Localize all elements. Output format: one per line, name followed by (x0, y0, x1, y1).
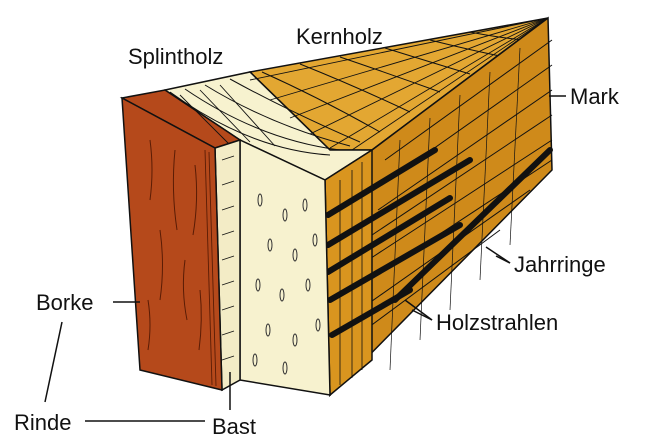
label-holzstrahlen: Holzstrahlen (436, 310, 558, 335)
label-borke: Borke (36, 290, 93, 315)
bark-front-face (121, 96, 223, 391)
bark-texture (147, 139, 202, 351)
front-heartwood (324, 147, 553, 397)
leader-rinde-diagonal (44, 321, 63, 403)
label-rinde: Rinde (14, 410, 71, 435)
leader-lines (44, 95, 566, 422)
front-sapwood (239, 138, 331, 396)
label-jahrringe: Jahrringe (514, 252, 606, 277)
labels: Splintholz Kernholz Mark Jahrringe Holzs… (14, 24, 620, 439)
top-growth-rings (169, 31, 526, 156)
bark-edge-lines (204, 149, 217, 387)
label-kernholz: Kernholz (296, 24, 383, 49)
sapwood-pores (252, 193, 321, 375)
label-bast: Bast (212, 414, 256, 439)
side-growth-lines (337, 39, 553, 351)
front-grain (339, 162, 363, 385)
label-splintholz: Splintholz (128, 44, 223, 69)
leader-holzstrahlen-2 (404, 299, 433, 321)
bast-lines (221, 155, 235, 361)
label-mark: Mark (570, 84, 620, 109)
front-bark (121, 96, 223, 391)
leader-jahrringe-2 (495, 255, 511, 264)
